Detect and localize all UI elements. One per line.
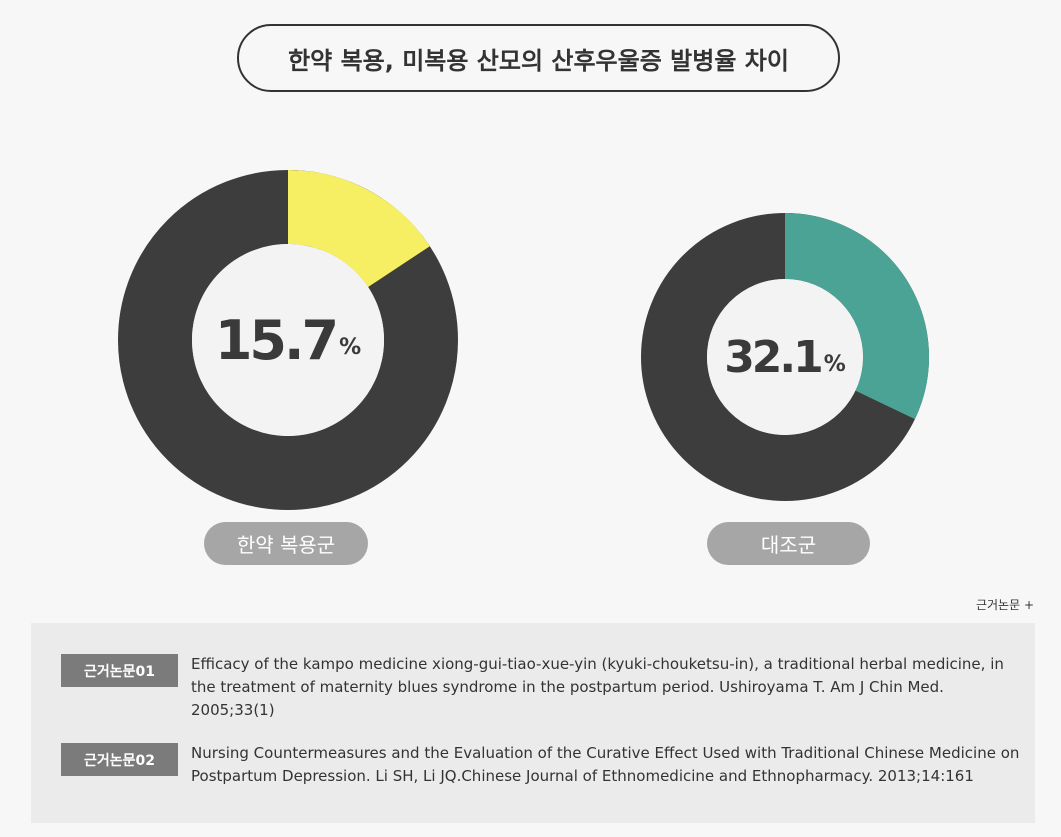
group-label-herbal: 한약 복용군 [204,522,368,565]
reference-text: Efficacy of the kampo medicine xiong-gui… [191,655,1004,719]
donut-center [192,244,384,436]
donut-unit: % [339,334,362,360]
donut-center [707,279,863,435]
chart-title: 한약 복용, 미복용 산모의 산후우울증 발병율 차이 [237,24,840,92]
donut-svg-control [641,213,929,501]
reference-item: 근거논문02 Nursing Countermeasures and the E… [61,743,1021,788]
donut-chart-control: 32.1% [640,212,930,502]
donut-value: 32.1 [724,331,824,383]
references-panel: 근거논문01 Efficacy of the kampo medicine xi… [31,623,1035,823]
reference-tag: 근거논문01 [61,654,178,687]
donut-highlight-slice [783,213,929,420]
donut-highlight-slice [286,170,430,289]
reference-text: Nursing Countermeasures and the Evaluati… [191,744,1020,785]
donut-value: 15.7 [214,308,339,372]
references-toggle-button[interactable]: 근거논문 + [975,598,1034,612]
donut-chart-herbal: 15.7% [118,170,458,510]
donut-unit: % [823,351,846,377]
donut-svg-herbal [118,170,458,510]
donut-value-label: 32.1% [640,212,930,502]
reference-item: 근거논문01 Efficacy of the kampo medicine xi… [61,654,1021,722]
donut-value-label: 15.7% [118,170,458,510]
reference-tag: 근거논문02 [61,743,178,776]
group-label-control: 대조군 [707,522,870,565]
